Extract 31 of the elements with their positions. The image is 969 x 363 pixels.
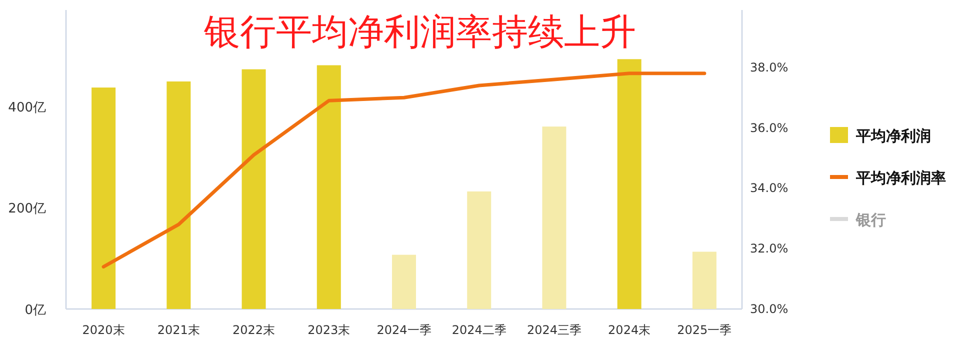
x-tick-label: 2025一季 [677,323,732,337]
bar [316,65,341,309]
line-series [102,72,706,268]
chart-title: 银行平均净利润率持续上升 [203,12,636,53]
bar [392,254,416,309]
y-tick-label: 0亿 [24,303,46,318]
y2-tick-label: 30.0% [750,302,788,316]
x-tick-label: 2024一季 [376,323,432,337]
bar [542,126,566,309]
y2-tick-label: 36.0% [750,120,788,135]
x-tick-label: 2022末 [232,323,276,337]
legend-label: 平均净利润 [855,127,931,145]
x-tick-label: 2021末 [157,323,200,337]
y2-tick-label: 32.0% [750,242,788,256]
x-tick-label: 2024二季 [452,323,506,337]
bar [242,69,266,309]
x-tick-label: 2020末 [82,323,125,337]
legend-label: 银行 [855,211,886,229]
bar [467,191,492,309]
x-tick-label: 2024三季 [526,323,582,337]
legend-label: 平均净利润率 [855,169,946,187]
bar [166,81,191,309]
x-tick-label: 2024末 [608,323,651,337]
bar [692,252,716,309]
bar [92,88,116,309]
y-tick-label: 400亿 [8,100,46,116]
bar [617,59,642,309]
y-tick-label: 200亿 [8,202,46,217]
y2-tick-label: 34.0% [750,181,788,196]
y2-tick-label: 38.0% [750,60,788,74]
x-tick-label: 2023末 [308,323,350,337]
